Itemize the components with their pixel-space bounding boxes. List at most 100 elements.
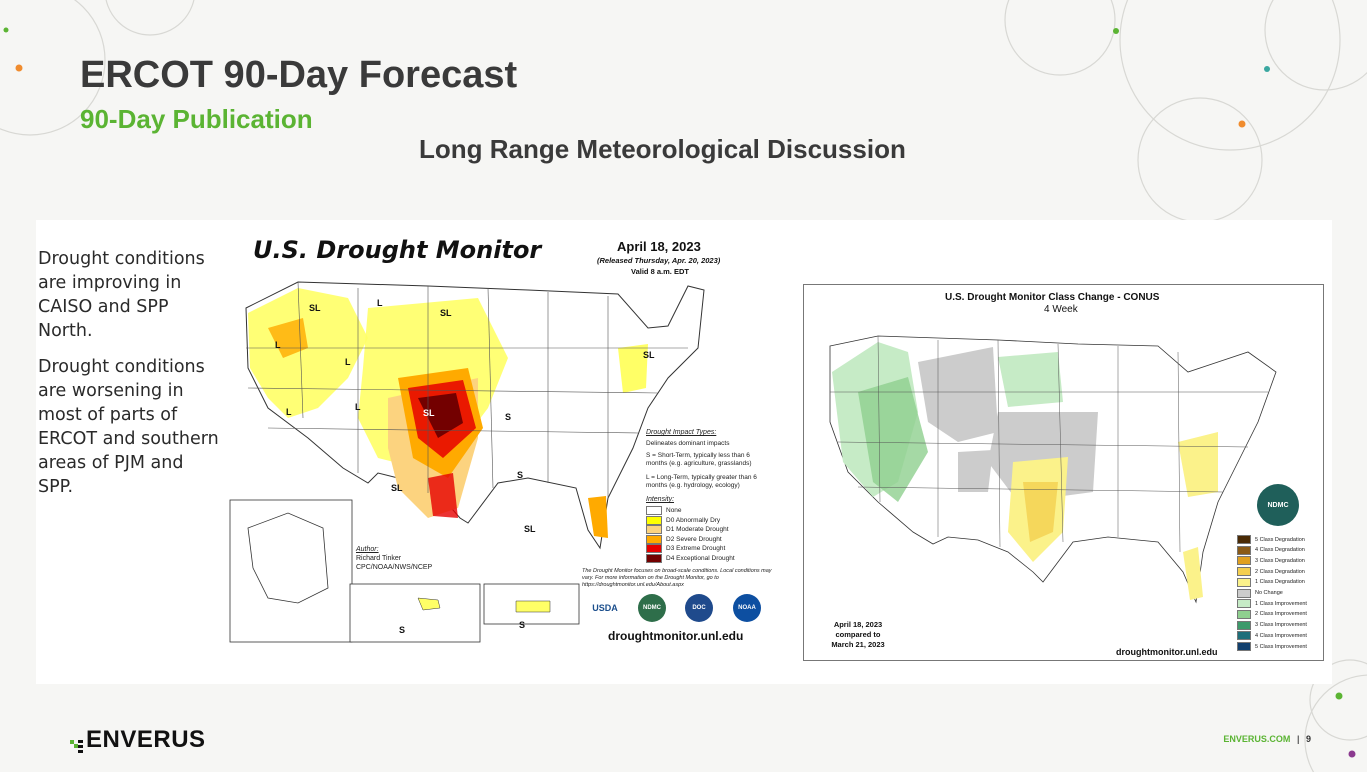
change-legend-item: 2 Class Degradation (1237, 567, 1305, 577)
region-label: SL (440, 308, 452, 318)
legend-label: D3 Extreme Drought (666, 545, 726, 552)
legend-swatch (1237, 535, 1251, 544)
footer-separator: | (1296, 734, 1300, 744)
author-label: Author: (356, 546, 379, 553)
change-map-url[interactable]: droughtmonitor.unl.edu (1116, 647, 1218, 657)
region-label: S (505, 412, 512, 422)
author-org: CPC/NOAA/NWS/NCEP (356, 564, 433, 571)
enverus-logo-icon (70, 732, 84, 753)
legend-label: 5 Class Degradation (1255, 536, 1305, 543)
region-label: SL (309, 303, 321, 313)
change-map-subtitle: 4 Week (1044, 304, 1078, 315)
region-label: SL (643, 350, 655, 360)
doc-seal: DOC (685, 594, 713, 622)
region-label: S (399, 625, 406, 635)
usda-seal: USDA (588, 597, 622, 619)
bullet-worsening: Drought conditions are worsening in most… (38, 357, 219, 497)
legend-label: 2 Class Improvement (1255, 611, 1307, 618)
compare-date-3: March 21, 2023 (831, 640, 885, 649)
drought-map-title: U.S. Drought Monitor (253, 236, 542, 264)
drought-map-url[interactable]: droughtmonitor.unl.edu (608, 629, 744, 643)
drought-map-valid: Valid 8 a.m. EDT (631, 267, 689, 276)
drought-map-note: The Drought Monitor focuses on broad-sca… (582, 568, 772, 588)
change-legend-item: 2 Class Improvement (1237, 609, 1307, 619)
page-number: 9 (1305, 734, 1311, 744)
change-legend-item: 3 Class Improvement (1237, 620, 1307, 630)
region-label: L (377, 298, 383, 308)
footer: ENVERUS.COM | 9 (1223, 734, 1311, 744)
legend-label: 3 Class Degradation (1255, 557, 1305, 564)
intensity-legend-item: None (646, 506, 682, 515)
change-legend-item: 1 Class Degradation (1237, 577, 1305, 587)
change-legend-item: 4 Class Degradation (1237, 545, 1305, 555)
region-label: L (286, 407, 292, 417)
legend-swatch (1237, 545, 1251, 555)
legend-swatch (646, 544, 662, 553)
noaa-seal: NOAA (733, 594, 761, 622)
legend-swatch (1237, 631, 1251, 641)
legend-label: 3 Class Improvement (1255, 622, 1307, 629)
change-map-title: U.S. Drought Monitor Class Change - CONU… (945, 292, 1160, 303)
intensity-title: Intensity: (646, 496, 675, 503)
intensity-legend-item: D0 Abnormally Dry (646, 515, 721, 525)
region-label: L (275, 340, 281, 350)
legend-label: 4 Class Improvement (1255, 632, 1307, 639)
impact-item: Delineates dominant impacts (646, 440, 730, 447)
compare-date-2: compared to (835, 630, 881, 639)
compare-date-1: April 18, 2023 (833, 620, 883, 629)
author-name: Richard Tinker (356, 555, 402, 562)
change-legend-item: 5 Class Degradation (1237, 535, 1305, 544)
legend-swatch (1237, 620, 1251, 630)
enverus-wordmark: ENVERUS (86, 726, 206, 753)
drought-map-date: April 18, 2023 (617, 239, 701, 254)
ndmc-seal: NDMC (638, 594, 666, 622)
legend-swatch (646, 515, 662, 525)
intensity-legend-item: D4 Exceptional Drought (646, 553, 735, 563)
legend-swatch (646, 553, 662, 563)
region-label: SL (391, 483, 403, 493)
legend-label: D1 Moderate Drought (666, 526, 729, 533)
change-legend-item: 5 Class Improvement (1237, 642, 1307, 651)
legend-label: 5 Class Improvement (1255, 643, 1307, 650)
intensity-legend-item: D2 Severe Drought (646, 534, 722, 544)
legend-label: 4 Class Degradation (1255, 547, 1305, 554)
legend-swatch (646, 525, 662, 534)
change-legend-item: 1 Class Improvement (1237, 599, 1307, 609)
bullet-improving: Drought conditions are improving in CAIS… (38, 249, 205, 341)
change-legend-item: No Change (1237, 588, 1283, 598)
region-label: L (345, 357, 351, 367)
region-label: S (519, 620, 526, 630)
legend-label: 2 Class Degradation (1255, 568, 1305, 575)
change-map-graphic (829, 335, 1277, 604)
section-heading: Long Range Meteorological Discussion (419, 134, 906, 164)
legend-swatch (1237, 588, 1251, 598)
legend-swatch (646, 506, 662, 515)
impact-item: S = Short-Term, typically less than 6 mo… (646, 452, 752, 467)
impact-item: L = Long-Term, typically greater than 6 … (646, 474, 757, 489)
region-label: L (355, 402, 361, 412)
legend-label: None (666, 507, 682, 514)
legend-swatch (646, 534, 662, 544)
drought-map-graphic (229, 281, 705, 643)
legend-swatch (1237, 609, 1251, 619)
slide-subtitle: 90-Day Publication (80, 104, 313, 134)
legend-label: 1 Class Degradation (1255, 579, 1305, 586)
legend-swatch (1237, 577, 1251, 587)
footer-site[interactable]: ENVERUS.COM (1223, 734, 1291, 744)
legend-swatch (1237, 599, 1251, 609)
change-legend-item: 3 Class Degradation (1237, 556, 1305, 566)
region-label: SL (524, 524, 536, 534)
impact-title: Drought Impact Types: (646, 429, 717, 436)
legend-swatch (1237, 556, 1251, 566)
legend-label: 1 Class Improvement (1255, 600, 1307, 607)
legend-label: No Change (1255, 590, 1283, 596)
legend-swatch (1237, 567, 1251, 577)
legend-label: D0 Abnormally Dry (666, 516, 721, 524)
legend-label: D4 Exceptional Drought (666, 554, 735, 562)
change-legend-item: 4 Class Improvement (1237, 631, 1307, 641)
intensity-legend-item: D3 Extreme Drought (646, 544, 725, 553)
legend-swatch (1237, 642, 1251, 651)
slide-title: ERCOT 90-Day Forecast (80, 54, 518, 96)
legend-label: D2 Severe Drought (666, 535, 722, 543)
drought-map-released: (Released Thursday, Apr. 20, 2023) (597, 256, 721, 265)
